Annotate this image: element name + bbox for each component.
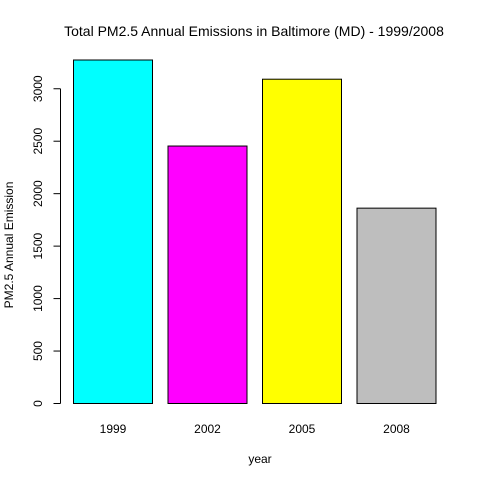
y-axis: 0 500 1000 1500 2000 2500 3000: [31, 75, 61, 407]
y-tick-label: 2000: [31, 180, 45, 207]
y-axis-label: PM2.5 Annual Emission: [2, 182, 16, 309]
y-tick-label: 3000: [31, 75, 45, 102]
y-tick-label: 0: [31, 400, 45, 407]
bar-2002: [167, 145, 248, 404]
bar-1999: [73, 59, 153, 404]
y-tick-label: 2500: [31, 128, 45, 155]
x-axis-label: year: [248, 452, 271, 466]
bars-layer: [73, 59, 437, 404]
chart-title: Total PM2.5 Annual Emissions in Baltimor…: [64, 23, 444, 39]
bar-2008: [356, 207, 437, 404]
y-tick-label: 1500: [31, 232, 45, 259]
x-axis-tick-labels: 1999 2002 2005 2008: [100, 422, 411, 436]
x-tick-label: 1999: [100, 422, 127, 436]
x-tick-label: 2008: [383, 422, 410, 436]
y-tick-label: 1000: [31, 285, 45, 312]
y-tick-label: 500: [31, 341, 45, 361]
bar-2005: [262, 78, 342, 404]
x-tick-label: 2005: [289, 422, 316, 436]
x-tick-label: 2002: [194, 422, 221, 436]
